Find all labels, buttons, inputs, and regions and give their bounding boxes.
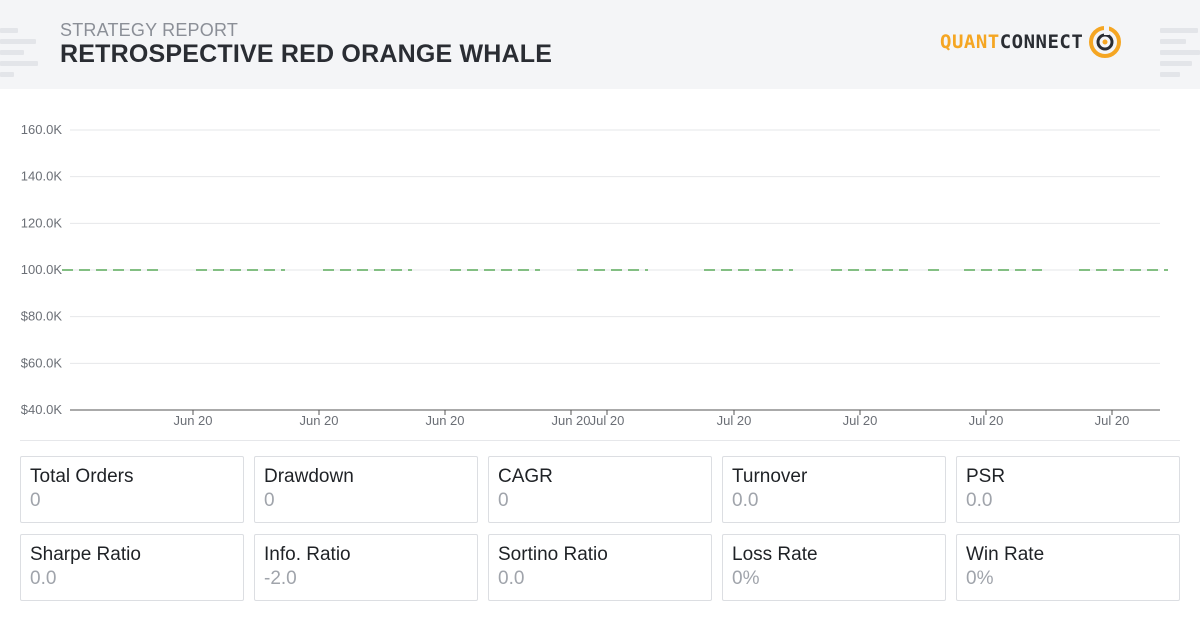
- equity-chart: $40.0K $60.0K $80.0K 100.0K 120.0K 140.0K 160.…: [0, 110, 1200, 435]
- strategy-name: RETROSPECTIVE RED ORANGE WHALE: [60, 40, 553, 68]
- stat-value: 0: [30, 490, 41, 511]
- stat-label: CAGR: [498, 466, 553, 487]
- stat-label: Sortino Ratio: [498, 544, 608, 565]
- logo-text-connect: CONNECT: [999, 31, 1084, 53]
- logo-text-quant: QUANT: [940, 31, 1000, 53]
- stat-label: PSR: [966, 466, 1006, 487]
- stat-label: Turnover: [732, 466, 808, 487]
- x-tick-label: Jul 20: [843, 413, 878, 428]
- stat-value: 0.0: [966, 490, 993, 511]
- stat-card: Total Orders 0: [20, 456, 244, 523]
- y-tick-label: $60.0K: [21, 355, 63, 370]
- stat-label: Win Rate: [966, 544, 1045, 565]
- stat-label: Sharpe Ratio: [30, 544, 141, 565]
- y-tick-label: $40.0K: [21, 402, 63, 417]
- stat-card: CAGR 0: [488, 456, 712, 523]
- x-tick-label: Jun 20: [299, 413, 338, 428]
- decorative-lines-left: [0, 28, 40, 83]
- stat-label: Drawdown: [264, 466, 354, 487]
- stat-card: Sortino Ratio 0.0: [488, 534, 712, 601]
- x-tick-label: Jun 20: [425, 413, 464, 428]
- statistics-grid: Total Orders 0 Drawdown 0 CAGR 0 Turnover 0.0 PS…: [20, 456, 1180, 601]
- stat-card: Loss Rate 0%: [722, 534, 946, 601]
- y-tick-label: 120.0K: [21, 215, 63, 230]
- stat-value: 0%: [966, 568, 994, 589]
- stat-label: Info. Ratio: [264, 544, 351, 565]
- quantconnect-logo: QUANT CONNECT: [940, 24, 1123, 60]
- report-label: STRATEGY REPORT: [60, 20, 239, 40]
- y-tick-label: 140.0K: [21, 169, 63, 184]
- stat-value: 0%: [732, 568, 760, 589]
- stat-label: Total Orders: [30, 466, 134, 487]
- report-header: STRATEGY REPORT RETROSPECTIVE RED ORANGE…: [0, 0, 1200, 89]
- x-tick-label: Jul 20: [590, 413, 625, 428]
- quantconnect-logo-icon: [1089, 26, 1122, 58]
- x-tick-label: Jul 20: [1095, 413, 1130, 428]
- stat-card: Sharpe Ratio 0.0: [20, 534, 244, 601]
- stat-value: 0.0: [498, 568, 525, 589]
- stat-value: -2.0: [264, 568, 297, 589]
- y-tick-label: 100.0K: [21, 262, 63, 277]
- x-tick-label: Jun 20: [173, 413, 212, 428]
- stat-card: Info. Ratio -2.0: [254, 534, 478, 601]
- x-tick-label: Jul 20: [969, 413, 1004, 428]
- stat-card: Drawdown 0: [254, 456, 478, 523]
- stat-card: Turnover 0.0: [722, 456, 946, 523]
- section-divider: [20, 440, 1180, 441]
- stat-value: 0.0: [30, 568, 57, 589]
- x-tick-label: Jul 20: [717, 413, 752, 428]
- stat-value: 0: [264, 490, 275, 511]
- y-tick-label: 160.0K: [21, 122, 63, 137]
- decorative-lines-right: [1160, 28, 1200, 83]
- stat-card: PSR 0.0: [956, 456, 1180, 523]
- x-tick-label: Jun 20: [551, 413, 590, 428]
- stat-label: Loss Rate: [732, 544, 818, 565]
- stat-value: 0.0: [732, 490, 759, 511]
- equity-chart-svg: $40.0K $60.0K $80.0K 100.0K 120.0K 140.0K 160.…: [21, 122, 1168, 428]
- stat-value: 0: [498, 490, 509, 511]
- y-tick-label: $80.0K: [21, 309, 63, 324]
- stat-card: Win Rate 0%: [956, 534, 1180, 601]
